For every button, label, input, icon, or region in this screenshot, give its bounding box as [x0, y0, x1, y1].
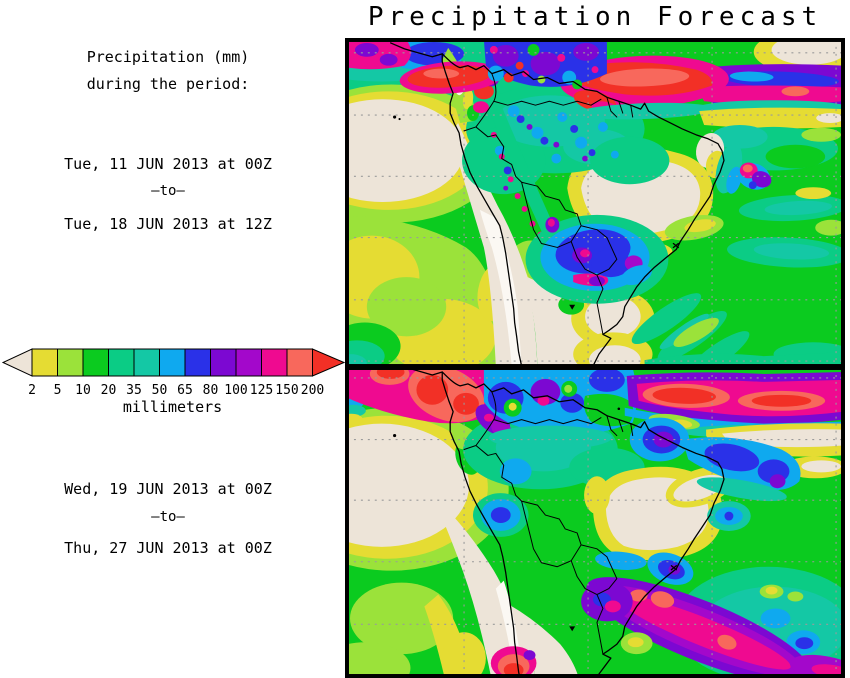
legend-unit-label: millimeters — [122, 398, 223, 416]
legend-segment — [108, 348, 135, 377]
legend-tick: 65 — [177, 383, 193, 398]
legend-tick: 125 — [250, 383, 273, 398]
legend-segment — [82, 348, 109, 377]
coastline-week1 — [390, 42, 725, 366]
period1-start: Tue, 11 JUN 2013 at 00Z — [64, 155, 272, 173]
legend-tick: 100 — [224, 383, 247, 398]
legend-segment — [184, 348, 211, 377]
period2-separator: –to– — [151, 509, 185, 525]
legend-over-arrow — [312, 348, 345, 377]
map-frame-week1 — [347, 40, 843, 366]
legend-segment — [133, 348, 160, 377]
legend-tick: 2 — [28, 383, 36, 398]
period1-separator: –to– — [151, 183, 185, 199]
precip-field-week1 — [347, 40, 843, 366]
legend-segment — [31, 348, 58, 377]
map-panel-week1 — [345, 38, 845, 368]
period2-end: Thu, 27 JUN 2013 at 00Z — [64, 539, 272, 557]
gridlines-week2 — [347, 368, 843, 676]
period1-end: Tue, 18 JUN 2013 at 12Z — [64, 215, 272, 233]
legend-segment — [286, 348, 313, 377]
color-scale-legend: 2 5 10 20 35 50 65 80 100 125 150 200 millimeters — [0, 346, 345, 416]
legend-colorbar: 2 5 10 20 35 50 65 80 100 125 150 200 — [1, 348, 345, 398]
legend-tick: 35 — [126, 383, 142, 398]
legend-tick: 80 — [203, 383, 219, 398]
map-frame-week2 — [347, 368, 843, 676]
legend-tick: 10 — [75, 383, 91, 398]
legend-segment — [261, 348, 288, 377]
map-week2-svg — [347, 368, 843, 676]
legend-segment — [210, 348, 237, 377]
map-panel-week2 — [345, 368, 845, 678]
legend-under-arrow — [1, 348, 33, 377]
sidebar-heading-line2: during the period: — [86, 75, 250, 93]
period2-start: Wed, 19 JUN 2013 at 00Z — [64, 480, 272, 498]
legend-segment — [235, 348, 262, 377]
legend-tick: 20 — [101, 383, 117, 398]
coastline-week2 — [393, 368, 725, 676]
precip-field-week2 — [347, 368, 843, 676]
legend-segment — [159, 348, 186, 377]
legend-tick: 200 — [301, 383, 324, 398]
legend-tick: 5 — [54, 383, 62, 398]
sidebar-heading-line1: Precipitation (mm) — [86, 48, 250, 66]
legend-tick: 150 — [275, 383, 298, 398]
legend-segment — [57, 348, 84, 377]
page-title: Precipitation Forecast — [367, 2, 823, 32]
map-week1-svg — [347, 40, 843, 366]
legend-tick: 50 — [152, 383, 168, 398]
